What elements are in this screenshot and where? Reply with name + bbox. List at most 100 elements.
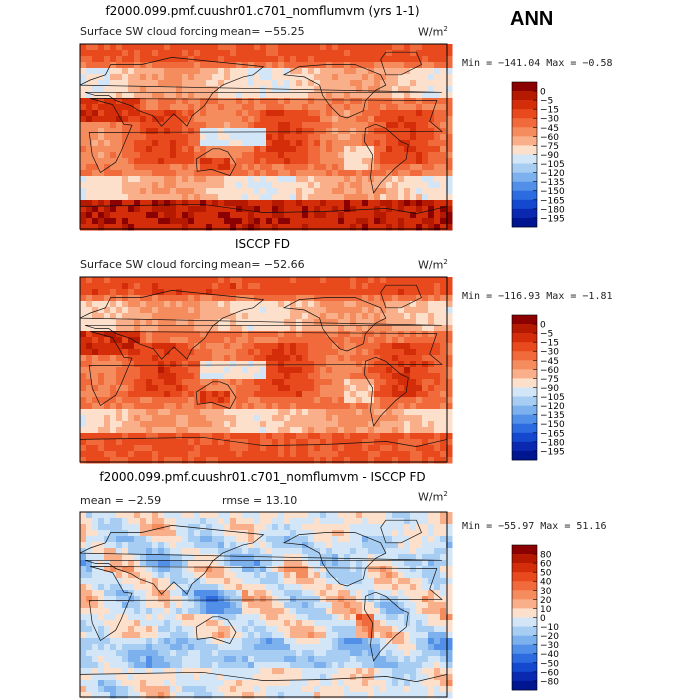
field-cell — [272, 50, 279, 57]
field-cell — [194, 188, 201, 195]
field-cell — [416, 206, 423, 213]
field-cell — [326, 307, 333, 314]
field-cell — [176, 122, 183, 129]
field-cell — [206, 74, 213, 81]
field-cell — [230, 176, 237, 183]
field-cell — [392, 391, 399, 398]
field-cell — [266, 638, 273, 645]
field-cell — [254, 620, 261, 627]
field-cell — [428, 152, 435, 159]
field-cell — [446, 421, 453, 428]
field-cell — [278, 301, 285, 308]
field-cell — [158, 128, 165, 135]
field-cell — [392, 146, 399, 153]
field-cell — [356, 295, 363, 302]
field-cell — [314, 146, 321, 153]
field-cell — [326, 146, 333, 153]
field-cell — [164, 182, 171, 189]
field-cell — [266, 554, 273, 561]
field-cell — [242, 110, 249, 117]
field-cell — [386, 349, 393, 356]
field-cell — [248, 289, 255, 296]
field-cell — [200, 218, 207, 225]
field-cell — [146, 379, 153, 386]
field-cell — [248, 409, 255, 416]
field-cell — [416, 44, 423, 51]
field-cell — [200, 128, 207, 135]
field-cell — [230, 224, 237, 231]
field-cell — [380, 319, 387, 326]
field-cell — [212, 319, 219, 326]
field-cell — [260, 421, 267, 428]
field-cell — [98, 140, 105, 147]
field-cell — [158, 457, 165, 464]
field-cell — [236, 457, 243, 464]
field-cell — [254, 584, 261, 591]
field-cell — [164, 313, 171, 320]
field-cell — [80, 140, 87, 147]
field-cell — [332, 325, 339, 332]
field-cell — [80, 164, 87, 171]
field-cell — [446, 158, 453, 165]
field-cell — [314, 80, 321, 87]
field-cell — [224, 194, 231, 201]
field-cell — [242, 391, 249, 398]
field-cell — [134, 68, 141, 75]
field-cell — [80, 590, 87, 597]
field-cell — [80, 578, 87, 585]
field-cell — [188, 554, 195, 561]
colorbar-swatch — [512, 82, 537, 92]
field-cell — [206, 403, 213, 410]
field-cell — [248, 385, 255, 392]
field-cell — [128, 367, 135, 374]
field-cell — [188, 295, 195, 302]
field-cell — [380, 68, 387, 75]
field-cell — [170, 596, 177, 603]
field-cell — [386, 170, 393, 177]
field-cell — [128, 524, 135, 531]
field-cell — [98, 206, 105, 213]
field-cell — [356, 170, 363, 177]
field-cell — [110, 692, 117, 699]
field-cell — [380, 62, 387, 69]
field-cell — [212, 158, 219, 165]
field-cell — [128, 80, 135, 87]
field-cell — [338, 224, 345, 231]
field-cell — [98, 439, 105, 446]
field-cell — [356, 104, 363, 111]
field-cell — [380, 176, 387, 183]
field-cell — [440, 325, 447, 332]
field-cell — [446, 128, 453, 135]
field-cell — [224, 560, 231, 567]
field-cell — [194, 92, 201, 99]
field-cell — [302, 397, 309, 404]
field-cell — [230, 656, 237, 663]
field-cell — [86, 86, 93, 93]
field-cell — [152, 554, 159, 561]
field-cell — [386, 427, 393, 434]
field-cell — [116, 674, 123, 681]
field-cell — [170, 572, 177, 579]
field-cell — [170, 152, 177, 159]
field-cell — [266, 68, 273, 75]
field-cell — [200, 590, 207, 597]
field-cell — [314, 86, 321, 93]
field-cell — [86, 337, 93, 344]
field-cell — [152, 656, 159, 663]
field-cell — [194, 349, 201, 356]
field-cell — [224, 307, 231, 314]
field-cell — [350, 439, 357, 446]
field-cell — [404, 134, 411, 141]
field-cell — [128, 445, 135, 452]
field-cell — [428, 397, 435, 404]
field-cell — [266, 457, 273, 464]
field-cell — [380, 80, 387, 87]
field-cell — [356, 385, 363, 392]
field-cell — [110, 674, 117, 681]
field-cell — [140, 626, 147, 633]
field-cell — [254, 331, 261, 338]
field-cell — [428, 194, 435, 201]
field-cell — [368, 200, 375, 207]
field-cell — [92, 614, 99, 621]
field-cell — [212, 572, 219, 579]
